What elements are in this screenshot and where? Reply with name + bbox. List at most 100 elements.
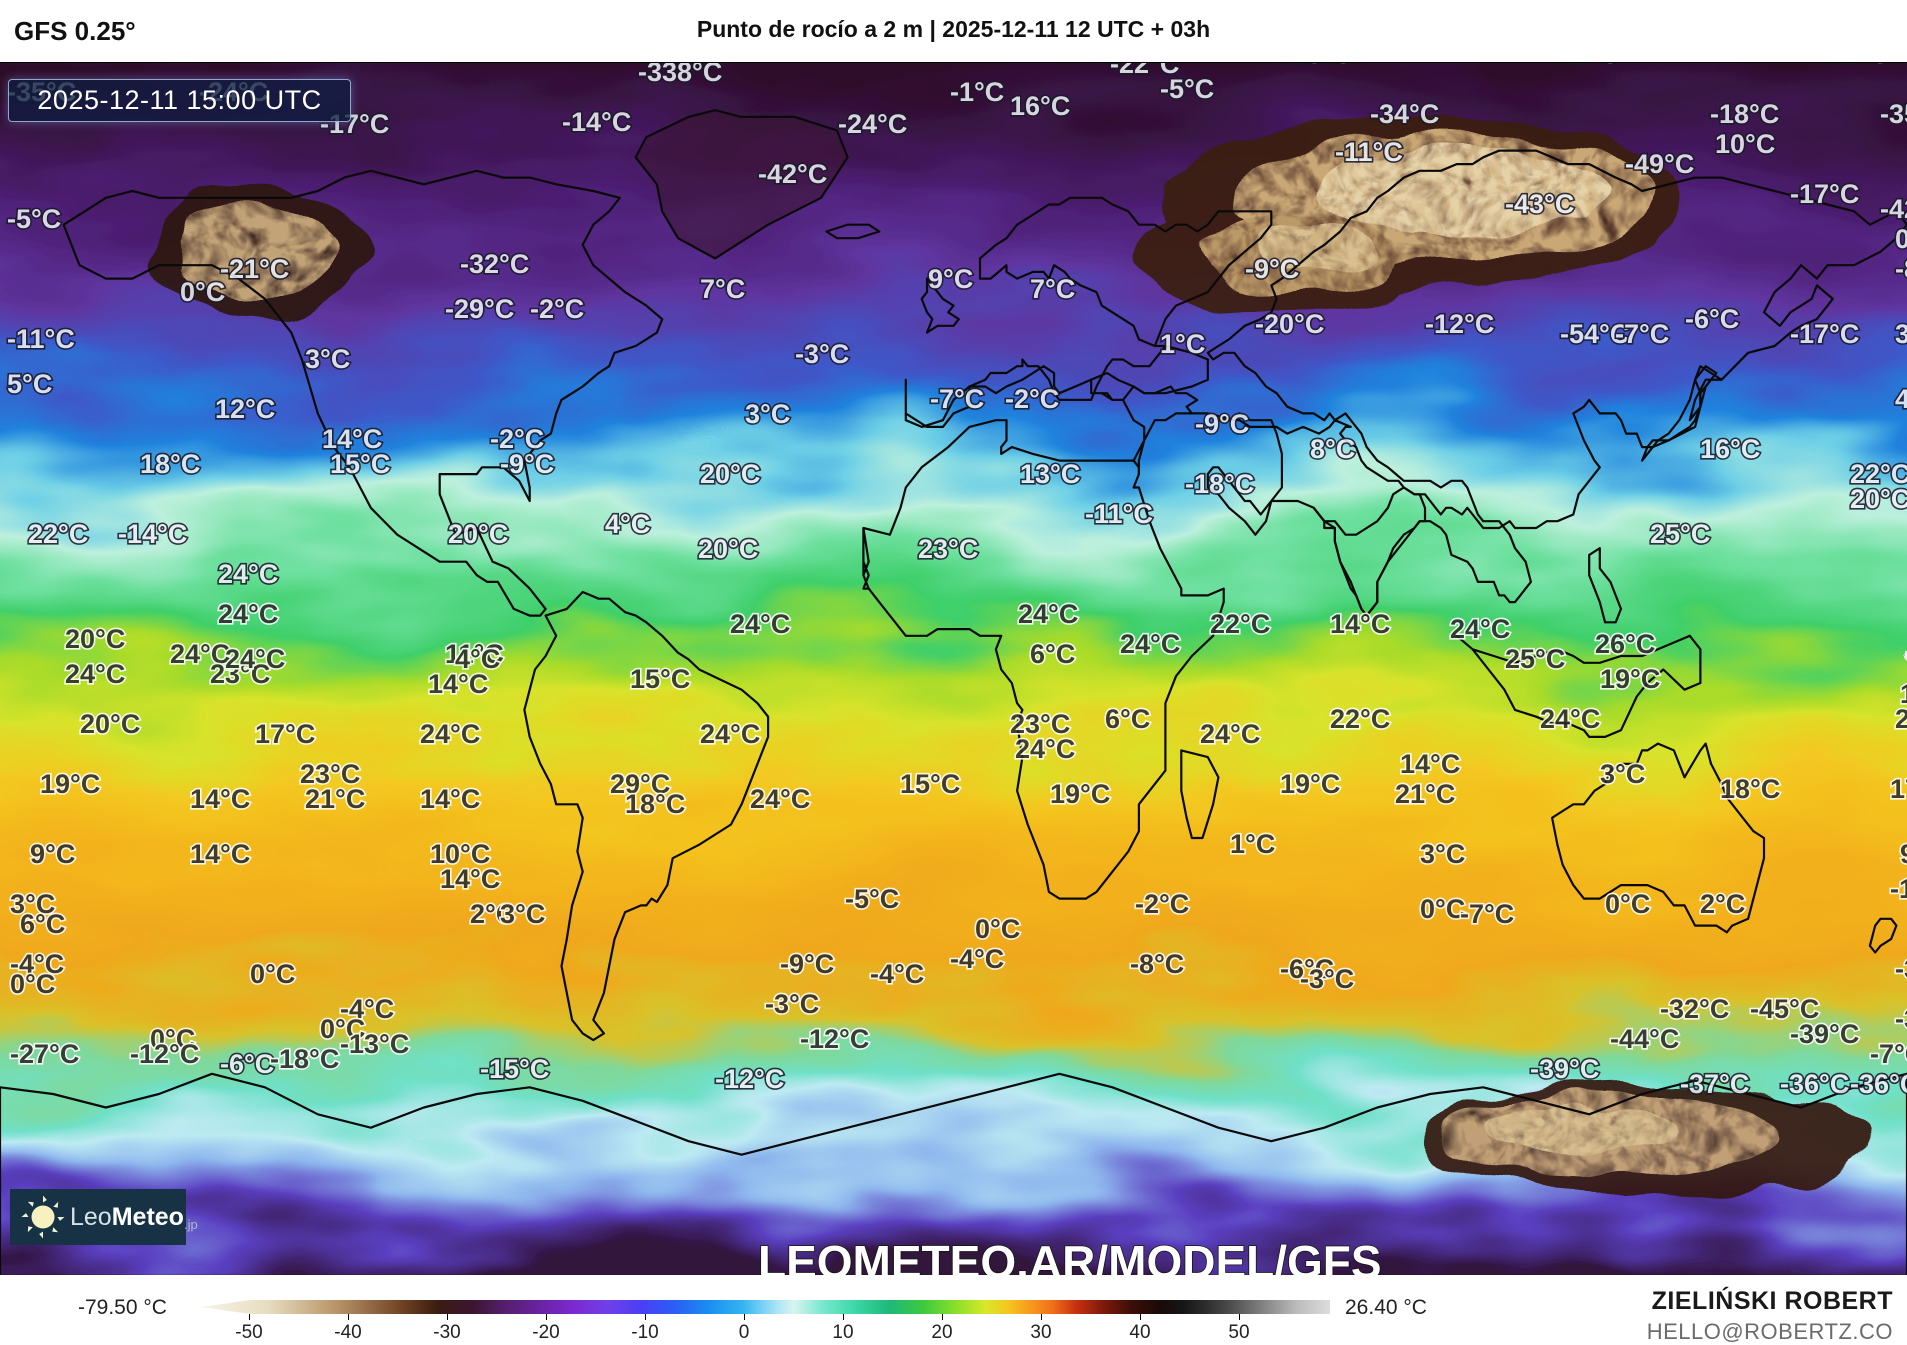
svg-text:17°C: 17°C	[255, 719, 315, 749]
svg-text:16°C: 16°C	[1010, 91, 1070, 121]
svg-text:-9°C: -9°C	[1195, 409, 1249, 439]
svg-text:25°C: 25°C	[1895, 704, 1907, 734]
svg-text:-13°C: -13°C	[340, 1029, 409, 1059]
svg-text:24°C: 24°C	[730, 609, 790, 639]
svg-text:0°C: 0°C	[180, 277, 225, 307]
svg-text:-8°C: -8°C	[1895, 254, 1907, 284]
svg-text:9°C: 9°C	[30, 839, 75, 869]
svg-text:24°C: 24°C	[1450, 614, 1510, 644]
svg-text:18°C: 18°C	[140, 449, 200, 479]
svg-text:0°C: 0°C	[1605, 889, 1650, 919]
svg-text:15°C: 15°C	[630, 664, 690, 694]
svg-text:-2°C: -2°C	[530, 294, 584, 324]
svg-text:-1°C: -1°C	[950, 77, 1004, 107]
svg-text:14°C: 14°C	[190, 839, 250, 869]
svg-text:24°C: 24°C	[225, 644, 285, 674]
svg-text:-42°C: -42°C	[1880, 194, 1907, 224]
svg-text:17°C: 17°C	[1890, 774, 1907, 804]
svg-text:-8°C: -8°C	[1130, 949, 1184, 979]
svg-text:-29°C: -29°C	[445, 294, 514, 324]
svg-text:24°C: 24°C	[218, 599, 278, 629]
svg-text:3°C: 3°C	[1895, 319, 1907, 349]
svg-text:-338°C: -338°C	[638, 63, 722, 87]
svg-text:18°C: 18°C	[1720, 774, 1780, 804]
svg-text:-12°C: -12°C	[715, 1064, 784, 1094]
svg-text:20°C: 20°C	[448, 519, 508, 549]
svg-text:0°C: 0°C	[250, 959, 295, 989]
svg-text:20°C: 20°C	[698, 534, 758, 564]
svg-text:-3°C: -3°C	[1895, 954, 1907, 984]
svg-text:-36°C: -36°C	[1850, 1069, 1907, 1099]
svg-text:-30°C: -30°C	[1895, 1004, 1907, 1034]
svg-text:-21°C: -21°C	[220, 254, 289, 284]
svg-text:-9°C: -9°C	[1245, 254, 1299, 284]
svg-text:1°C: 1°C	[1230, 829, 1275, 859]
svg-text:-5°C: -5°C	[1160, 74, 1214, 104]
svg-text:12°C: 12°C	[215, 394, 275, 424]
svg-text:7°C: 7°C	[700, 274, 745, 304]
svg-text:24°C: 24°C	[1018, 599, 1078, 629]
svg-text:26°C: 26°C	[1595, 629, 1655, 659]
svg-text:22°C: 22°C	[28, 519, 88, 549]
svg-text:-11°C: -11°C	[1335, 137, 1403, 167]
svg-text:25°C: 25°C	[1650, 519, 1710, 549]
svg-text:3°C: 3°C	[305, 344, 350, 374]
svg-text:-7°C: -7°C	[1615, 319, 1669, 349]
svg-text:4°C: 4°C	[455, 644, 500, 674]
svg-text:-3°C: -3°C	[765, 989, 819, 1019]
svg-text:-44°C: -44°C	[1610, 1024, 1679, 1054]
svg-text:0°C: 0°C	[975, 914, 1020, 944]
svg-text:24°C: 24°C	[420, 719, 480, 749]
svg-text:-6°C: -6°C	[220, 1049, 274, 1079]
svg-text:24°C: 24°C	[218, 559, 278, 589]
svg-text:-3°C: -3°C	[1300, 964, 1354, 994]
svg-text:6°C: 6°C	[1030, 639, 1075, 669]
svg-text:24°C: 24°C	[750, 784, 810, 814]
svg-text:14°C: 14°C	[420, 784, 480, 814]
svg-text:24°C: 24°C	[700, 719, 760, 749]
svg-text:18°C: 18°C	[625, 789, 685, 819]
svg-text:25°C: 25°C	[1505, 644, 1565, 674]
svg-text:20°C: 20°C	[80, 709, 140, 739]
svg-text:9°C: 9°C	[1900, 839, 1907, 869]
svg-text:19°C: 19°C	[1600, 664, 1660, 694]
svg-text:-39°C: -39°C	[1530, 1054, 1599, 1084]
svg-text:-15°C: -15°C	[480, 1054, 549, 1084]
svg-text:23°C: 23°C	[918, 534, 978, 564]
svg-text:9°C: 9°C	[928, 264, 973, 294]
svg-text:19°C: 19°C	[1280, 769, 1340, 799]
svg-text:-25°C: -25°C	[1283, 63, 1352, 69]
svg-text:4°C: 4°C	[605, 509, 650, 539]
svg-text:-1°C: -1°C	[1890, 874, 1907, 904]
svg-text:-7°C: -7°C	[1460, 899, 1514, 929]
svg-text:-17°C: -17°C	[1790, 179, 1859, 209]
svg-text:-21°C: -21°C	[1820, 63, 1889, 69]
svg-text:-42°C: -42°C	[758, 159, 827, 189]
svg-text:-17°C: -17°C	[1790, 319, 1859, 349]
svg-text:-32°C: -32°C	[1660, 994, 1729, 1024]
svg-text:1°C: 1°C	[1160, 329, 1205, 359]
svg-text:21°C: 21°C	[1395, 779, 1455, 809]
svg-text:0°C: 0°C	[1420, 894, 1465, 924]
svg-text:10°C: 10°C	[1715, 129, 1775, 159]
svg-text:-4°C: -4°C	[870, 959, 924, 989]
svg-text:-35°C: -35°C	[1880, 99, 1907, 129]
svg-text:19°C: 19°C	[40, 769, 100, 799]
svg-text:3°C: 3°C	[500, 899, 545, 929]
svg-text:-36°C: -36°C	[1780, 1069, 1849, 1099]
svg-text:14°C: 14°C	[440, 864, 500, 894]
svg-text:-18°C: -18°C	[1710, 99, 1779, 129]
svg-text:14°C: 14°C	[1400, 749, 1460, 779]
svg-text:-12°C: -12°C	[130, 1039, 199, 1069]
svg-text:-12°C: -12°C	[800, 1024, 869, 1054]
svg-text:24°C: 24°C	[1120, 629, 1180, 659]
svg-text:20°C: 20°C	[700, 459, 760, 489]
svg-text:-4°C: -4°C	[950, 944, 1004, 974]
svg-text:-32°C: -32°C	[460, 249, 529, 279]
svg-text:-11°C: -11°C	[1085, 499, 1153, 529]
svg-text:0°C: 0°C	[1895, 224, 1907, 254]
svg-text:6°C: 6°C	[1105, 704, 1150, 734]
svg-text:-24°C: -24°C	[838, 109, 907, 139]
svg-text:-18°C: -18°C	[270, 1044, 339, 1074]
svg-text:22°C: 22°C	[1210, 609, 1270, 639]
